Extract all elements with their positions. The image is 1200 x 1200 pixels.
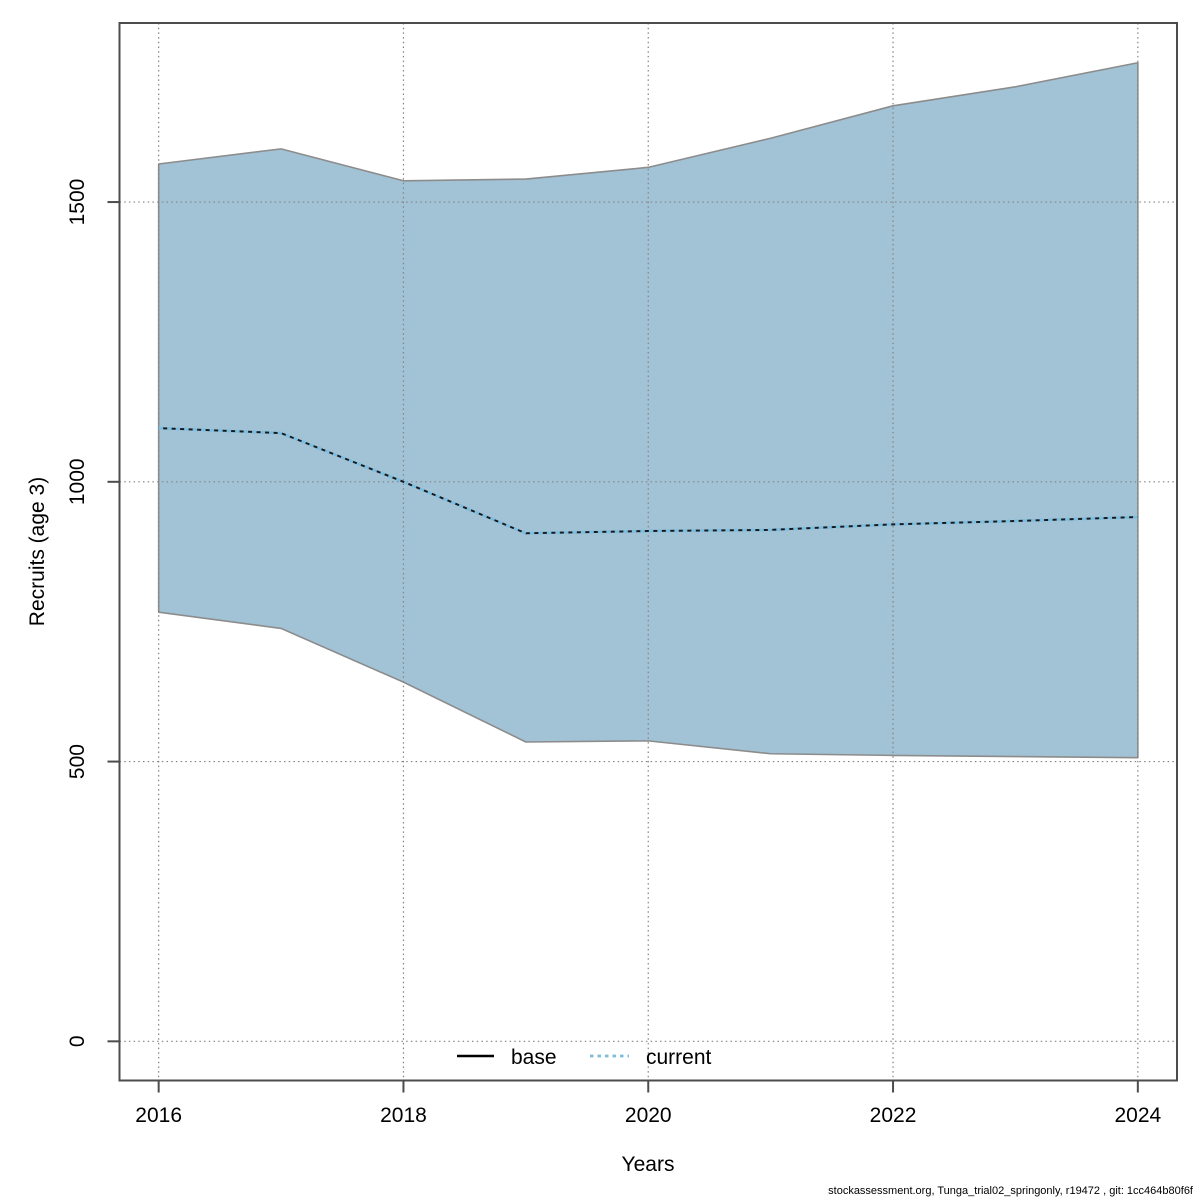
- median-line-layer: [158, 426, 1138, 535]
- legend: base current: [457, 1046, 712, 1069]
- x-tick-label-2016: 2016: [135, 1104, 182, 1127]
- y-tick-label-500: 500: [66, 744, 89, 779]
- x-tick-label-2018: 2018: [380, 1104, 427, 1127]
- y-tick-label-1500: 1500: [66, 179, 89, 226]
- x-tick-label-2024: 2024: [1114, 1104, 1161, 1127]
- y-tick-label-1000: 1000: [66, 458, 89, 505]
- x-axis-title: Years: [622, 1153, 675, 1176]
- footer-watermark: stockassessment.org, Tunga_trial02_sprin…: [828, 1185, 1194, 1197]
- y-tick-label-0: 0: [66, 1035, 89, 1047]
- x-tick-label-2022: 2022: [870, 1104, 917, 1127]
- legend-base-label: base: [511, 1046, 557, 1069]
- plot-frame-layer: [107, 22, 1178, 1093]
- y-axis-title: Recruits (age 3): [26, 477, 49, 626]
- tick-label-layer: 2016 2018 2020 2022 2024 0 500 1000 1500: [66, 179, 1162, 1127]
- legend-current-label: current: [646, 1046, 712, 1069]
- x-tick-label-2020: 2020: [625, 1104, 672, 1127]
- current-median-line: [158, 426, 1138, 535]
